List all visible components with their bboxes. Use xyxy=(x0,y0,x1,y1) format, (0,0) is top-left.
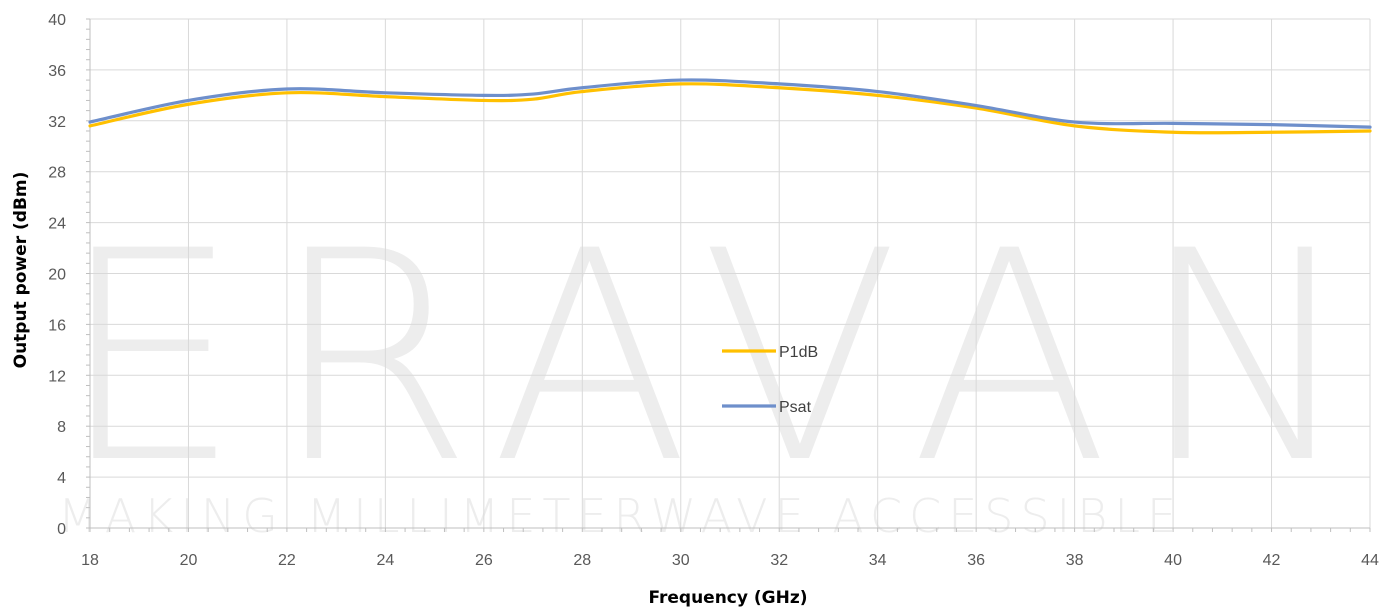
y-tick-label: 20 xyxy=(48,267,66,284)
x-tick-label: 42 xyxy=(1263,552,1281,569)
y-tick-label: 16 xyxy=(48,317,66,334)
x-tick-label: 28 xyxy=(573,552,591,569)
x-tick-label: 18 xyxy=(81,552,99,569)
y-tick-label: 8 xyxy=(57,419,66,436)
y-tick-label: 12 xyxy=(48,368,66,385)
y-tick-label: 32 xyxy=(48,114,66,131)
series-lines xyxy=(88,78,1372,135)
y-tick-label: 28 xyxy=(48,165,66,182)
watermark: ERAVANT MAKING MILLIMETERWAVE ACCESSIBLE xyxy=(58,190,1392,543)
x-tick-label: 24 xyxy=(376,552,394,569)
x-axis-title: Frequency (GHz) xyxy=(648,588,807,608)
legend-label-p1db: P1dB xyxy=(779,344,818,361)
x-tick-label: 32 xyxy=(770,552,788,569)
y-tick-label: 36 xyxy=(48,63,66,80)
x-tick-label: 30 xyxy=(672,552,690,569)
y-tick-label: 4 xyxy=(57,470,66,487)
legend: P1dB Psat xyxy=(722,344,818,416)
watermark-logo: ERAVANT xyxy=(58,190,1392,527)
axes xyxy=(86,18,1371,532)
x-tick-label: 22 xyxy=(278,552,296,569)
x-tick-label: 44 xyxy=(1361,552,1379,569)
y-tick-label: 24 xyxy=(48,216,66,233)
x-tick-label: 40 xyxy=(1164,552,1182,569)
x-tick-label: 34 xyxy=(869,552,887,569)
series-line-psat xyxy=(88,78,1372,129)
x-tick-label: 38 xyxy=(1066,552,1084,569)
x-tick-label: 20 xyxy=(180,552,198,569)
tick-labels: 0 4 8 12 16 20 24 28 32 36 40 18 20 22 24 26 28 30 32 34 36 3… xyxy=(48,12,1379,569)
x-tick-label: 36 xyxy=(967,552,985,569)
gridlines xyxy=(90,18,1371,528)
y-tick-label: 0 xyxy=(57,521,66,538)
series-line-p1db xyxy=(88,82,1372,135)
watermark-tagline: MAKING MILLIMETERWAVE ACCESSIBLE xyxy=(58,489,1183,543)
y-tick-label: 40 xyxy=(48,12,66,29)
legend-label-psat: Psat xyxy=(779,399,812,416)
y-axis-title: Output power (dBm) xyxy=(11,172,31,369)
x-tick-label: 26 xyxy=(475,552,493,569)
